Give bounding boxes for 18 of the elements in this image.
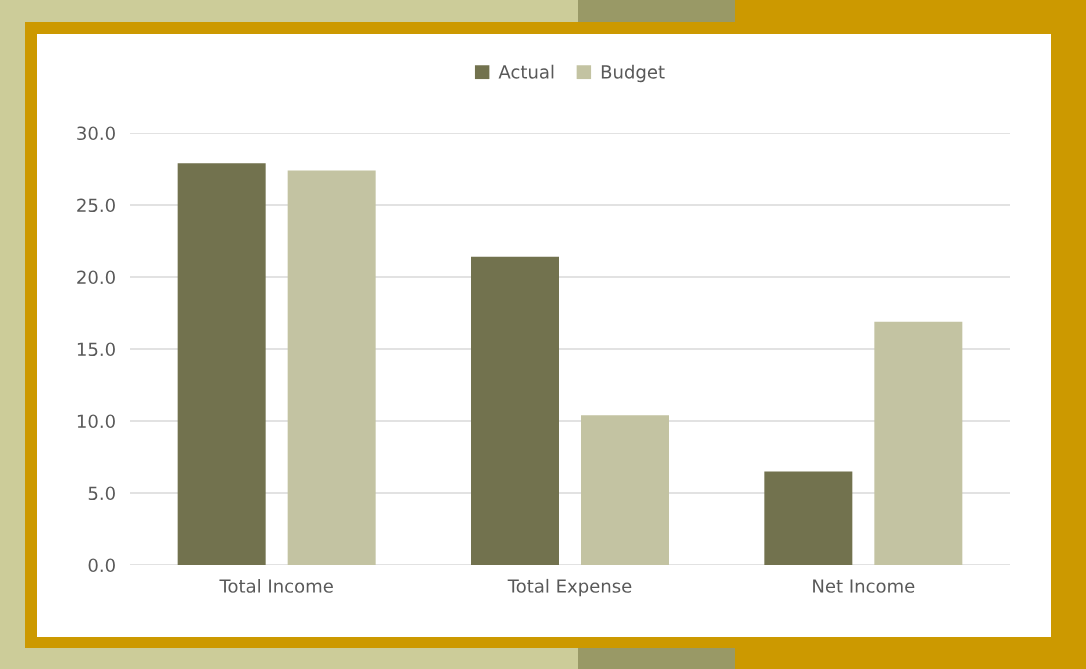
x-tick-label: Total Income bbox=[219, 578, 333, 593]
y-tick-label: 10.0 bbox=[77, 414, 115, 429]
y-tick-label: 0.0 bbox=[88, 558, 115, 573]
y-tick-label: 20.0 bbox=[77, 270, 115, 285]
bar bbox=[177, 163, 266, 565]
x-tick-label: Total Expense bbox=[507, 578, 632, 597]
bar bbox=[287, 170, 376, 565]
bar bbox=[764, 471, 853, 565]
y-tick-label: 5.0 bbox=[88, 486, 115, 501]
bar bbox=[581, 415, 669, 565]
bar bbox=[471, 256, 559, 565]
legend-label: Actual bbox=[498, 64, 554, 79]
y-tick-label: 30.0 bbox=[77, 126, 115, 141]
bar bbox=[874, 321, 963, 565]
legend-label: Budget bbox=[601, 64, 665, 83]
y-tick-label: 25.0 bbox=[77, 198, 115, 213]
x-tick-label: Net Income bbox=[813, 579, 915, 593]
y-tick-label: 15.0 bbox=[77, 342, 115, 357]
